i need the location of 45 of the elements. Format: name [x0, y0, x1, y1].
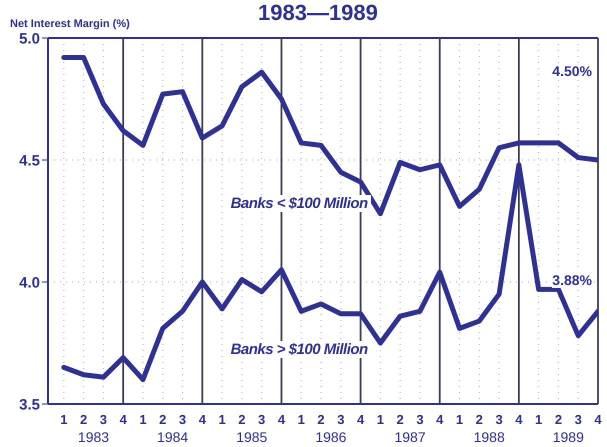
text: 1985: [236, 429, 268, 445]
series-label: Banks > $100 Million: [228, 341, 371, 358]
x-tick-label: 4: [515, 412, 524, 427]
x-tick-label: 4: [356, 412, 365, 427]
x-tick-label: 4: [594, 412, 602, 427]
x-tick-label: 2: [317, 412, 325, 427]
x-tick-label: 4: [436, 412, 444, 427]
x-tick-label: 1: [456, 412, 464, 427]
x-tick-label: 3: [100, 412, 108, 427]
x-tick-label: 4: [120, 412, 128, 427]
x-tick-label: 2: [159, 412, 166, 427]
x-tick-label: 2: [476, 412, 483, 427]
y-tick-label: 4.0: [19, 274, 40, 292]
text: 1988: [474, 429, 505, 445]
x-tick-label: 1: [376, 412, 384, 427]
text: 1984: [157, 429, 188, 445]
x-tick-label: 4: [278, 412, 286, 427]
text: 1983: [78, 429, 110, 445]
y-tick-label: 4.5: [19, 152, 40, 170]
x-tick-label: 1: [60, 412, 68, 427]
x-tick-label: 3: [178, 412, 186, 427]
x-tick-label: 3: [258, 412, 266, 427]
x-tick-label: 1: [218, 412, 226, 427]
x-tick-label: 1: [298, 412, 305, 427]
x-tick-label: 3: [574, 412, 582, 427]
x-tick-label: 3: [416, 412, 424, 427]
chart-title: 1983—1989: [258, 0, 378, 26]
text: 1987: [394, 429, 426, 445]
y-axis-title: Net Interest Margin (%): [10, 18, 130, 30]
annotation: 4.50%: [552, 63, 592, 79]
text: 1986: [315, 429, 347, 445]
x-tick-label: 2: [238, 412, 246, 427]
x-tick-label: 1: [139, 412, 147, 427]
series-label: Banks < $100 Million: [228, 194, 371, 212]
x-tick-label: 2: [554, 412, 562, 427]
text: 1989: [552, 429, 584, 445]
x-tick-label: 1: [535, 412, 542, 427]
y-tick-label: 3.5: [19, 396, 40, 414]
y-tick-label: 5.0: [19, 30, 40, 48]
x-tick-label: 2: [80, 412, 88, 427]
annotation: 3.88%: [552, 272, 592, 288]
x-tick-label: 3: [337, 412, 344, 427]
x-tick-label: 3: [495, 412, 503, 427]
x-tick-label: 4: [198, 412, 207, 427]
x-tick-label: 2: [396, 412, 404, 427]
